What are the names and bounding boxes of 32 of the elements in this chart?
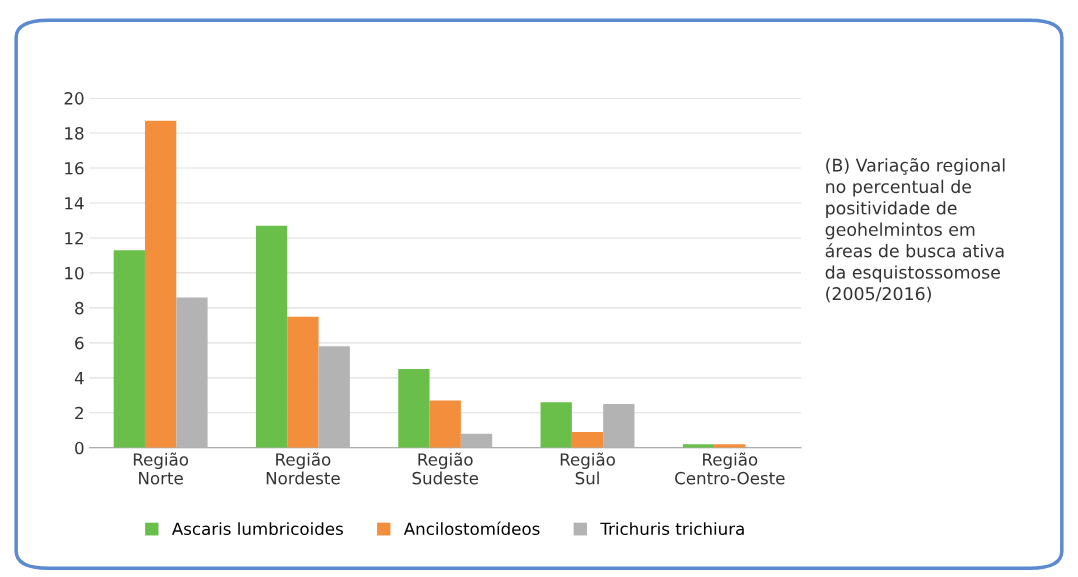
bar bbox=[287, 316, 319, 448]
text: (B) Variação regional no percentual de positividade de geohelmintos em áreas de busca ativa da esquistossomose (2005/2016) bbox=[825, 157, 1005, 303]
legend-label: Trichuris trichiura bbox=[600, 522, 744, 536]
x-tick-label: Região Sul bbox=[560, 452, 615, 485]
bar bbox=[113, 250, 145, 448]
bar bbox=[540, 402, 572, 448]
bar bbox=[318, 346, 350, 448]
x-tick-label: Região Sudeste bbox=[412, 452, 479, 485]
bar bbox=[460, 433, 493, 448]
x-tick-label: Região Norte bbox=[133, 452, 189, 485]
y-tick-label: 16 bbox=[65, 161, 84, 175]
y-tick-label: 0 bbox=[75, 441, 84, 455]
y-tick-label: 20 bbox=[64, 92, 84, 105]
x-tick-label: Região Centro-Oeste bbox=[675, 452, 785, 485]
bar bbox=[144, 120, 177, 448]
bar bbox=[176, 297, 208, 448]
y-tick-label: 18 bbox=[65, 127, 84, 140]
y-tick-label: 12 bbox=[65, 231, 83, 245]
bar bbox=[398, 369, 430, 448]
legend-label: Ancilostomídeos bbox=[403, 521, 540, 536]
bar bbox=[429, 400, 461, 448]
y-tick-label: 8 bbox=[75, 301, 84, 315]
y-tick-label: 2 bbox=[75, 406, 83, 420]
legend-label: Ascaris lumbricoides bbox=[171, 522, 343, 536]
bar bbox=[255, 225, 288, 448]
y-tick-label: 4 bbox=[74, 372, 84, 385]
y-tick-label: 10 bbox=[65, 266, 84, 280]
bar bbox=[571, 432, 604, 448]
y-tick-label: 6 bbox=[75, 336, 84, 350]
y-tick-label: 14 bbox=[65, 197, 84, 210]
x-tick-label: Região Nordeste bbox=[266, 452, 340, 485]
bar bbox=[603, 404, 635, 448]
